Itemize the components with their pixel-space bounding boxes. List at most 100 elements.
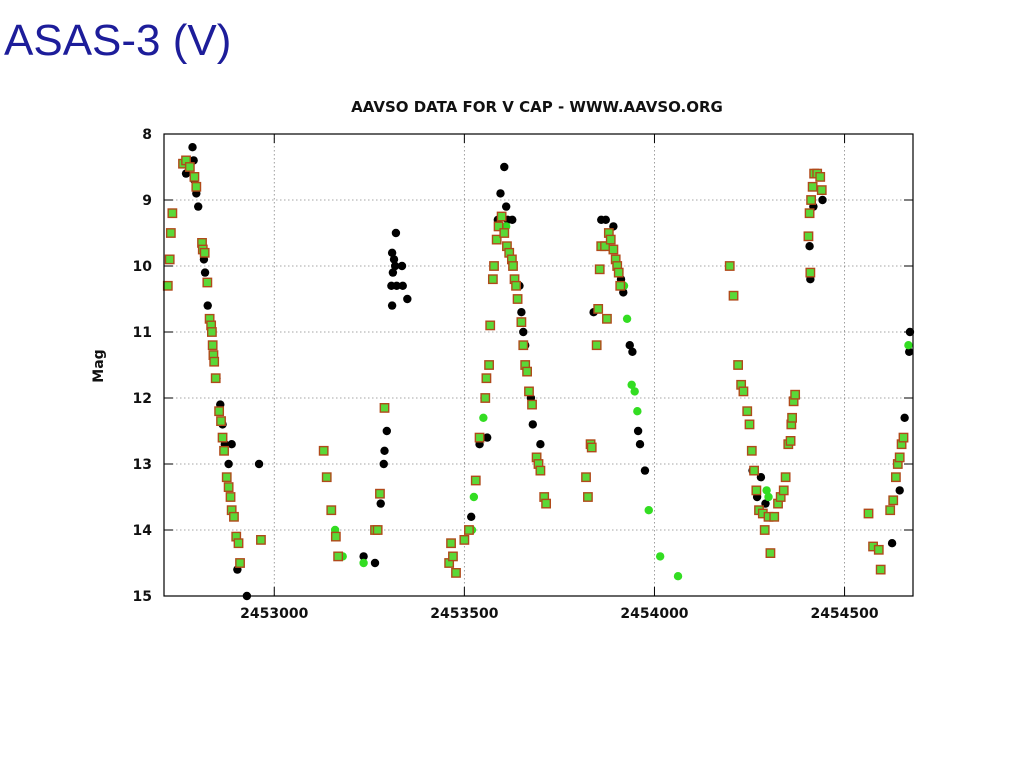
data-point-black	[391, 228, 401, 238]
data-point-square	[615, 280, 626, 291]
data-point-black	[224, 459, 233, 469]
data-point-green	[655, 552, 665, 561]
data-point-black	[900, 413, 909, 422]
data-point-square	[484, 360, 494, 370]
data-point-square	[759, 525, 770, 535]
tick-layer: 8 9 10 11 12 13 14 15 2453000 2453500 2454000 24545…	[133, 127, 913, 622]
data-point-green	[359, 558, 368, 568]
data-point-square	[330, 531, 341, 542]
data-point-black	[388, 268, 398, 277]
data-point-square	[524, 386, 534, 397]
x-tick-label: 2454000	[620, 606, 688, 622]
data-point-black	[536, 440, 545, 449]
data-point-square	[375, 488, 385, 499]
data-point-black	[633, 426, 643, 436]
data-point-square	[751, 485, 762, 496]
data-point-black	[628, 347, 637, 356]
data-point-square	[742, 406, 753, 417]
data-point-black	[397, 261, 407, 271]
data-point-square	[805, 267, 816, 278]
data-point-black	[200, 268, 210, 277]
slide-title: ASAS-3 (V)	[4, 16, 232, 65]
x-tick-label: 2454500	[810, 606, 878, 622]
data-point-square	[787, 412, 797, 423]
data-point-green	[479, 413, 488, 422]
data-point-square	[583, 492, 593, 502]
data-point-black	[508, 215, 517, 224]
data-point-black	[203, 301, 212, 310]
data-point-square	[493, 221, 504, 232]
data-point-black	[528, 420, 537, 429]
data-point-square	[890, 472, 901, 483]
data-point-square	[446, 538, 456, 549]
data-point-square	[470, 475, 481, 486]
y-tick-label: 13	[133, 457, 152, 473]
point-layer	[162, 143, 915, 601]
data-point-black	[390, 261, 400, 271]
data-point-black	[482, 433, 492, 442]
data-point-square	[780, 472, 791, 483]
data-point-square	[184, 162, 195, 172]
data-point-square	[219, 445, 229, 456]
data-point-green	[622, 314, 632, 323]
data-point-black	[382, 426, 391, 436]
data-point-square	[379, 403, 390, 413]
data-point-black	[635, 440, 645, 449]
data-point-black	[387, 301, 397, 310]
data-point-square	[210, 373, 221, 384]
data-point-black	[601, 215, 610, 224]
data-point-square	[512, 294, 523, 304]
y-tick-label: 14	[133, 523, 153, 539]
data-point-square	[491, 234, 502, 245]
data-point-square	[235, 558, 245, 568]
data-point-black	[625, 341, 634, 350]
data-point-square	[189, 171, 200, 182]
data-point-square	[803, 231, 814, 242]
chart-title: AAVSO DATA FOR V CAP - WWW.AAVSO.ORG	[351, 98, 723, 116]
data-point-square	[807, 181, 818, 192]
data-point-black	[904, 347, 914, 356]
data-point-square	[164, 254, 175, 265]
plot-frame	[163, 133, 914, 597]
data-point-square	[199, 247, 210, 258]
data-point-square	[223, 482, 234, 492]
data-point-square	[229, 511, 239, 522]
data-point-square	[613, 267, 624, 278]
data-point-square	[778, 485, 789, 496]
data-point-square	[733, 360, 744, 370]
data-point-square	[221, 472, 232, 483]
data-point-square	[256, 535, 266, 545]
data-point-square	[527, 399, 537, 410]
data-point-black	[501, 202, 511, 211]
data-point-square	[508, 261, 518, 271]
data-point-black	[905, 327, 915, 337]
data-point-square	[765, 548, 776, 559]
data-point-black	[227, 440, 236, 449]
data-point-square	[586, 442, 597, 453]
data-point-square	[474, 432, 485, 443]
data-point-square	[744, 419, 755, 430]
data-point-black	[398, 281, 407, 290]
data-point-square	[209, 356, 220, 367]
data-point-square	[487, 274, 498, 285]
data-point-square	[518, 340, 529, 351]
data-point-black	[640, 466, 650, 475]
data-point-square	[785, 436, 796, 446]
data-point-square	[233, 538, 244, 549]
data-point-black	[254, 459, 264, 469]
data-point-square	[863, 508, 874, 519]
data-point-square	[581, 472, 591, 483]
data-point-green	[469, 492, 479, 502]
data-point-square	[207, 327, 217, 337]
data-point-square	[608, 244, 619, 255]
data-point-black	[403, 294, 412, 304]
data-point-square	[464, 525, 474, 535]
data-point-black	[895, 486, 904, 495]
data-point-green	[673, 572, 683, 581]
data-point-square	[593, 304, 604, 314]
x-tick-label: 2453000	[240, 606, 308, 622]
data-point-black	[379, 459, 388, 469]
data-point-square	[485, 320, 496, 331]
data-point-square	[516, 317, 527, 327]
data-point-square	[499, 228, 510, 238]
